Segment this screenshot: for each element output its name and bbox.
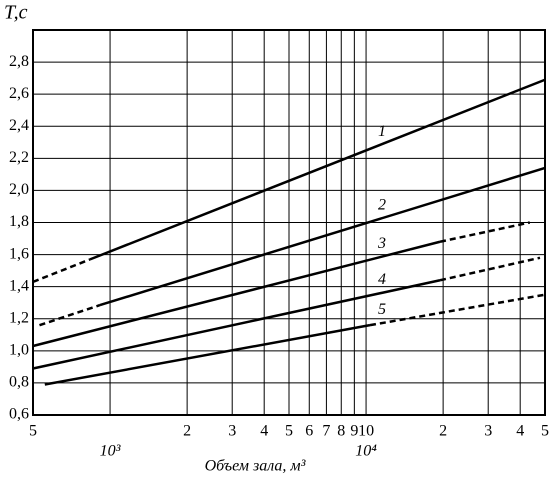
- y-axis-label: T,c: [4, 2, 28, 24]
- curve-segment: [439, 256, 541, 282]
- curve-segment: [99, 166, 546, 307]
- curve-label: 5: [378, 301, 386, 318]
- plot-frame: [32, 29, 546, 416]
- curve-segment: [39, 303, 101, 327]
- y-tick-label: 2,6: [9, 85, 29, 102]
- x-tick-label: 9: [350, 423, 358, 440]
- curve-segment: [369, 293, 546, 327]
- curve-segment: [44, 323, 371, 386]
- y-tick-label: 2,2: [9, 149, 29, 166]
- curve-segment: [439, 221, 531, 243]
- curve-segment: [89, 78, 546, 261]
- curve-segment: [32, 240, 441, 348]
- curve-label: 2: [378, 197, 386, 214]
- x-tick-label: 3: [228, 423, 236, 440]
- x-tick-label: 2: [439, 423, 447, 440]
- curve-segment: [32, 258, 91, 284]
- x-tick-label: 5: [541, 423, 549, 440]
- y-tick-label: 1,2: [9, 309, 29, 326]
- x-tick-label: 5: [29, 423, 37, 440]
- x-tick-label: 4: [260, 423, 268, 440]
- x-tick-label: 5: [285, 423, 293, 440]
- y-tick-label: 2,4: [9, 117, 29, 134]
- y-tick-label: 0,8: [9, 374, 29, 391]
- y-tick-label: 1,6: [9, 245, 29, 262]
- x-tick-label: 2: [183, 423, 191, 440]
- curve-label: 1: [378, 123, 386, 140]
- x-tick-label: 10: [358, 423, 374, 440]
- y-tick-label: 1,0: [9, 342, 29, 359]
- y-tick-label: 1,8: [9, 213, 29, 230]
- x-tick-label: 8: [337, 423, 345, 440]
- y-tick-label: 2,8: [9, 53, 29, 70]
- x-tick-label: 4: [516, 423, 524, 440]
- x-tick-label: 6: [305, 423, 313, 440]
- y-tick-label: 2,0: [9, 181, 29, 198]
- x-tick-label: 7: [322, 423, 330, 440]
- x-decade-label: 10³: [100, 443, 121, 460]
- curve-label: 3: [377, 235, 386, 252]
- y-tick-label: 0,6: [9, 406, 29, 423]
- x-tick-label: 3: [484, 423, 492, 440]
- x-decade-label: 10⁴: [355, 443, 377, 460]
- y-tick-label: 1,4: [9, 277, 29, 294]
- x-axis-label: Объем зала, м³: [205, 458, 306, 475]
- curve-label: 4: [378, 271, 386, 288]
- curve-segment: [32, 279, 441, 370]
